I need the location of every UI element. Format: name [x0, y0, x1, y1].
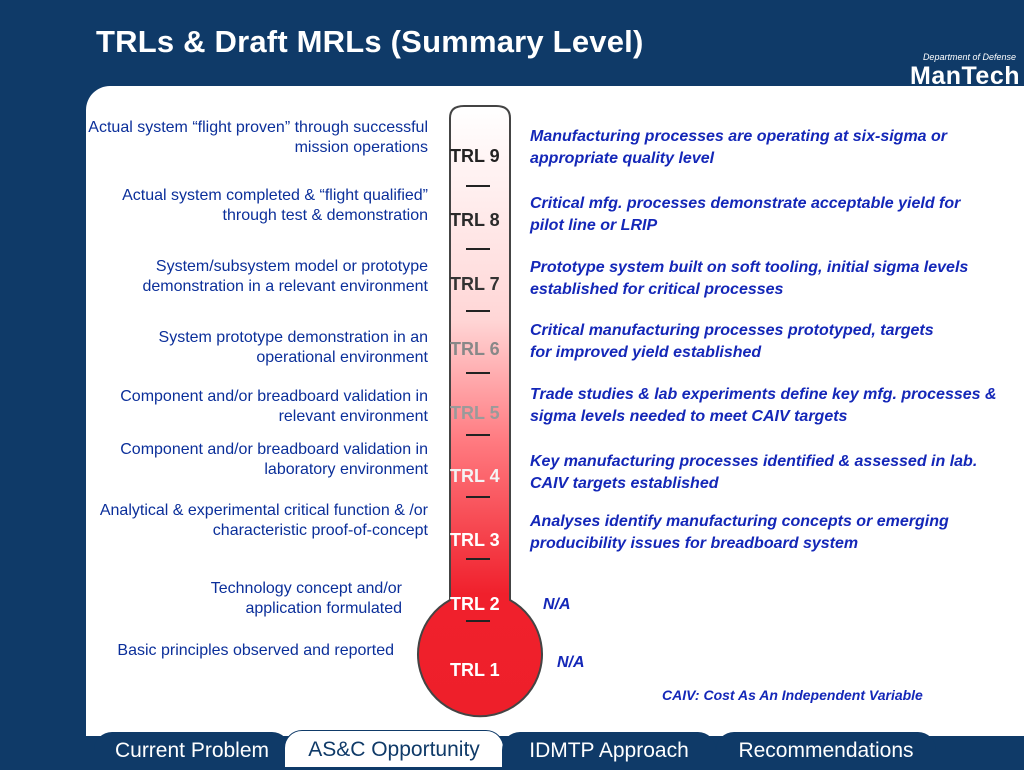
thermometer-graphic — [417, 105, 543, 718]
trl-divider — [466, 310, 490, 312]
dod-label: Department of Defense — [922, 52, 1016, 62]
mantech-logo: ManTech — [910, 62, 1020, 90]
mrl-description-6: Critical manufacturing processes prototy… — [530, 322, 934, 361]
trl-description-9: Actual system “flight proven” through su… — [88, 119, 428, 156]
mrl-description-4: Key manufacturing processes identified &… — [530, 453, 978, 492]
mrl-description-5: Trade studies & lab experiments define k… — [530, 386, 997, 425]
trl-divider — [466, 372, 490, 374]
trl-divider — [466, 620, 490, 622]
mrl-description-7: Prototype system built on soft tooling, … — [530, 259, 969, 298]
mrl-description-2: N/A — [543, 596, 571, 613]
tab-idmtp-approach[interactable]: IDMTP Approach — [502, 732, 716, 768]
bottom-tab-bar: Current Problem AS&C Opportunity IDMTP A… — [0, 728, 1024, 768]
trl-description-5: Component and/or breadboard validation i… — [120, 388, 428, 425]
tab-current-problem[interactable]: Current Problem — [94, 732, 290, 768]
content-panel — [86, 86, 1024, 736]
trl-label-2: TRL 2 — [450, 594, 500, 614]
trl-divider — [466, 558, 490, 560]
trl-description-7: System/subsystem model or prototype demo… — [142, 258, 429, 295]
mrl-description-1: N/A — [557, 654, 585, 671]
mrl-description-3: Analyses identify manufacturing concepts… — [530, 513, 949, 552]
trl-divider — [466, 185, 490, 187]
trl-description-4: Component and/or breadboard validation i… — [120, 441, 428, 478]
trl-label-1: TRL 1 — [450, 660, 500, 680]
trl-description-2: Technology concept and/or application fo… — [210, 580, 402, 617]
trl-divider — [466, 434, 490, 436]
trl-label-3: TRL 3 — [450, 530, 500, 550]
trl-label-6: TRL 6 — [450, 339, 500, 359]
mrl-description-8: Critical mfg. processes demonstrate acce… — [530, 195, 961, 234]
caiv-footnote: CAIV: Cost As An Independent Variable — [662, 687, 923, 703]
trl-description-3: Analytical & experimental critical funct… — [99, 502, 428, 539]
mrl-description-9: Manufacturing processes are operating at… — [530, 128, 948, 167]
tab-recommendations[interactable]: Recommendations — [716, 732, 936, 768]
tab-asc-opportunity[interactable]: AS&C Opportunity — [284, 730, 504, 768]
trl-divider — [466, 496, 490, 498]
trl-label-4: TRL 4 — [450, 466, 500, 486]
page-title: TRLs & Draft MRLs (Summary Level) — [96, 24, 644, 59]
trl-label-8: TRL 8 — [450, 210, 500, 230]
trl-divider — [466, 248, 490, 250]
trl-label-7: TRL 7 — [450, 274, 500, 294]
trl-label-5: TRL 5 — [450, 403, 500, 423]
trl-label-9: TRL 9 — [450, 146, 500, 166]
trl-description-1: Basic principles observed and reported — [117, 642, 394, 659]
trl-description-6: System prototype demonstration in an ope… — [158, 329, 428, 366]
trl-description-8: Actual system completed & “flight qualif… — [122, 187, 428, 224]
